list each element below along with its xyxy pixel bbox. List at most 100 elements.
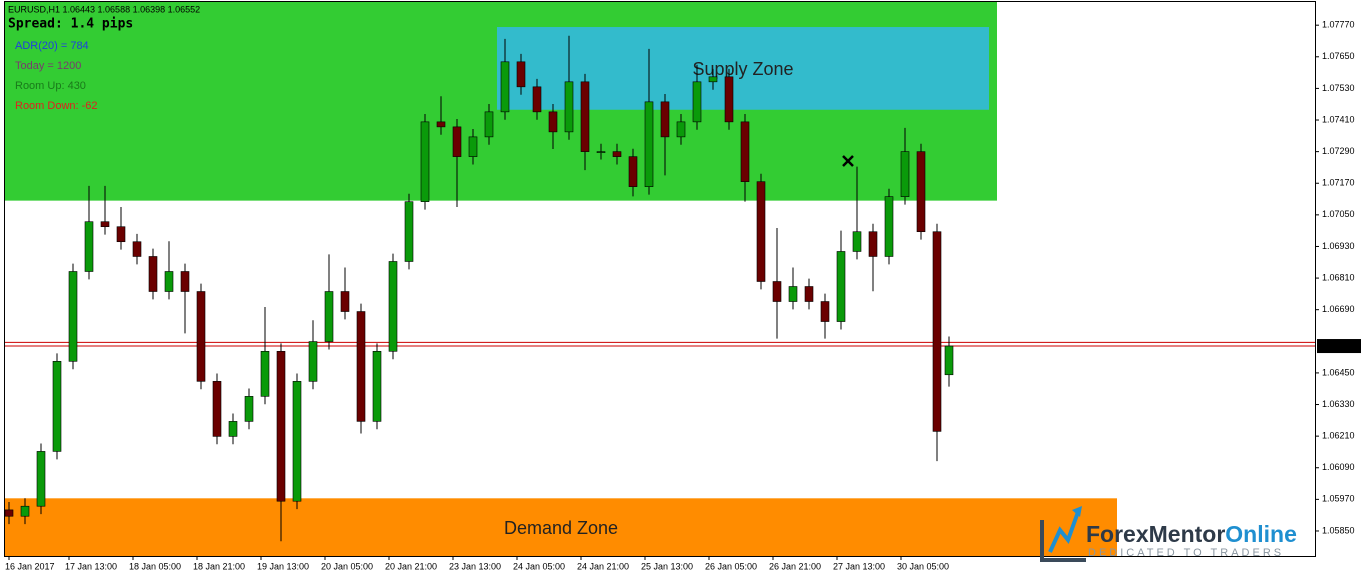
candle-body xyxy=(772,281,782,302)
candle-body xyxy=(4,509,14,517)
plot-border xyxy=(4,1,1316,557)
candle-body xyxy=(580,81,590,152)
candle-body xyxy=(420,121,430,202)
plot-area: Supply Zone Demand Zone xyxy=(4,2,1315,556)
candle-body xyxy=(260,351,270,397)
y-tick-label: 1.06090 xyxy=(1322,462,1355,472)
candle-body xyxy=(916,151,926,233)
y-tick-label: 1.06330 xyxy=(1322,399,1355,409)
candle-body xyxy=(804,286,814,302)
x-tick-label: 26 Jan 05:00 xyxy=(705,561,757,571)
logo-arrow-head xyxy=(1072,506,1082,517)
candle-body xyxy=(852,231,862,252)
x-tick-label: 25 Jan 13:00 xyxy=(641,561,693,571)
spread-label: Spread: 1.4 pips xyxy=(8,17,133,32)
candle-body xyxy=(596,151,606,153)
candle-body xyxy=(884,196,894,257)
candle-body xyxy=(660,101,670,138)
x-tick-label: 19 Jan 13:00 xyxy=(257,561,309,571)
candle-body xyxy=(436,121,446,128)
logo-icon xyxy=(1040,520,1086,562)
y-tick-label: 1.07530 xyxy=(1322,83,1355,93)
candle-body xyxy=(516,61,526,88)
x-tick-label: 30 Jan 05:00 xyxy=(897,561,949,571)
candle-body xyxy=(308,341,318,382)
candle-body xyxy=(484,111,494,138)
candle-body xyxy=(692,81,702,123)
price-box-label: 1.06552 xyxy=(1321,340,1354,350)
candle-body xyxy=(740,121,750,182)
logo-name-1: ForexMentor xyxy=(1086,521,1225,547)
candle-body xyxy=(612,151,622,157)
y-tick-label: 1.06450 xyxy=(1322,367,1355,377)
info-label: Room Up: 430 xyxy=(15,80,86,92)
candle-body xyxy=(932,231,942,432)
logo-name: ForexMentorOnline xyxy=(1086,521,1297,547)
candle-body xyxy=(868,231,878,257)
y-tick-label: 1.07290 xyxy=(1322,146,1355,156)
candle-body xyxy=(500,61,510,113)
logo-arrow xyxy=(1048,511,1080,553)
y-tick-label: 1.05850 xyxy=(1322,525,1355,535)
y-tick-label: 1.07770 xyxy=(1322,20,1355,30)
x-tick-label: 20 Jan 21:00 xyxy=(385,561,437,571)
candle-body xyxy=(820,301,830,322)
candle-body xyxy=(548,111,558,133)
x-tick-label: 18 Jan 21:00 xyxy=(193,561,245,571)
candle-body xyxy=(708,76,718,83)
y-tick-label: 1.07170 xyxy=(1322,178,1355,188)
candle-body xyxy=(132,241,142,257)
candle-body xyxy=(100,221,110,228)
candle-body xyxy=(404,201,414,262)
y-tick-label: 1.05970 xyxy=(1322,494,1355,504)
candle-body xyxy=(180,271,190,292)
candle-body xyxy=(564,81,574,133)
y-tick-label: 1.07650 xyxy=(1322,51,1355,61)
candle-body xyxy=(388,261,398,352)
x-tick-label: 26 Jan 21:00 xyxy=(769,561,821,571)
x-tick-label: 18 Jan 05:00 xyxy=(129,561,181,571)
candle-body xyxy=(244,396,254,422)
candle-body xyxy=(900,151,910,197)
candle-body xyxy=(756,181,766,282)
candle-body xyxy=(676,121,686,138)
x-tick-label: 24 Jan 05:00 xyxy=(513,561,565,571)
info-label: ADR(20) = 784 xyxy=(15,40,89,52)
candle-body xyxy=(164,271,174,292)
candle-body xyxy=(196,291,206,382)
candle-body xyxy=(52,361,62,452)
candle-body xyxy=(372,351,382,422)
candle-body xyxy=(468,136,478,157)
zone xyxy=(5,498,1117,556)
x-tick-label: 27 Jan 13:00 xyxy=(833,561,885,571)
x-tick-label: 23 Jan 13:00 xyxy=(449,561,501,571)
candle-body xyxy=(228,421,238,437)
candle-body xyxy=(116,226,126,243)
candle-body xyxy=(148,256,158,292)
candle-body xyxy=(20,505,30,517)
y-tick-label: 1.06210 xyxy=(1322,431,1355,441)
y-tick-label: 1.06690 xyxy=(1322,304,1355,314)
x-tick-label: 16 Jan 2017 xyxy=(5,561,55,571)
y-tick-label: 1.06810 xyxy=(1322,272,1355,282)
candle-body xyxy=(532,86,542,113)
candle-body xyxy=(212,381,222,437)
candle-body xyxy=(84,221,94,272)
zone-label: Demand Zone xyxy=(504,518,618,538)
x-tick-label: 24 Jan 21:00 xyxy=(577,561,629,571)
x-marker xyxy=(842,155,854,167)
x-tick-label: 20 Jan 05:00 xyxy=(321,561,373,571)
candle-body xyxy=(68,271,78,362)
logo: ForexMentorOnline DEDICATED TO TRADERS xyxy=(1040,506,1297,562)
candle-body xyxy=(644,101,654,187)
info-label: Today = 1200 xyxy=(15,60,81,72)
candle-body xyxy=(340,291,350,312)
candle-body xyxy=(276,351,286,502)
y-tick-label: 1.07410 xyxy=(1322,114,1355,124)
zone xyxy=(497,27,989,110)
candle-body xyxy=(788,286,798,302)
candle-body xyxy=(628,156,638,187)
candle-body xyxy=(452,126,462,157)
y-tick-label: 1.06930 xyxy=(1322,241,1355,251)
